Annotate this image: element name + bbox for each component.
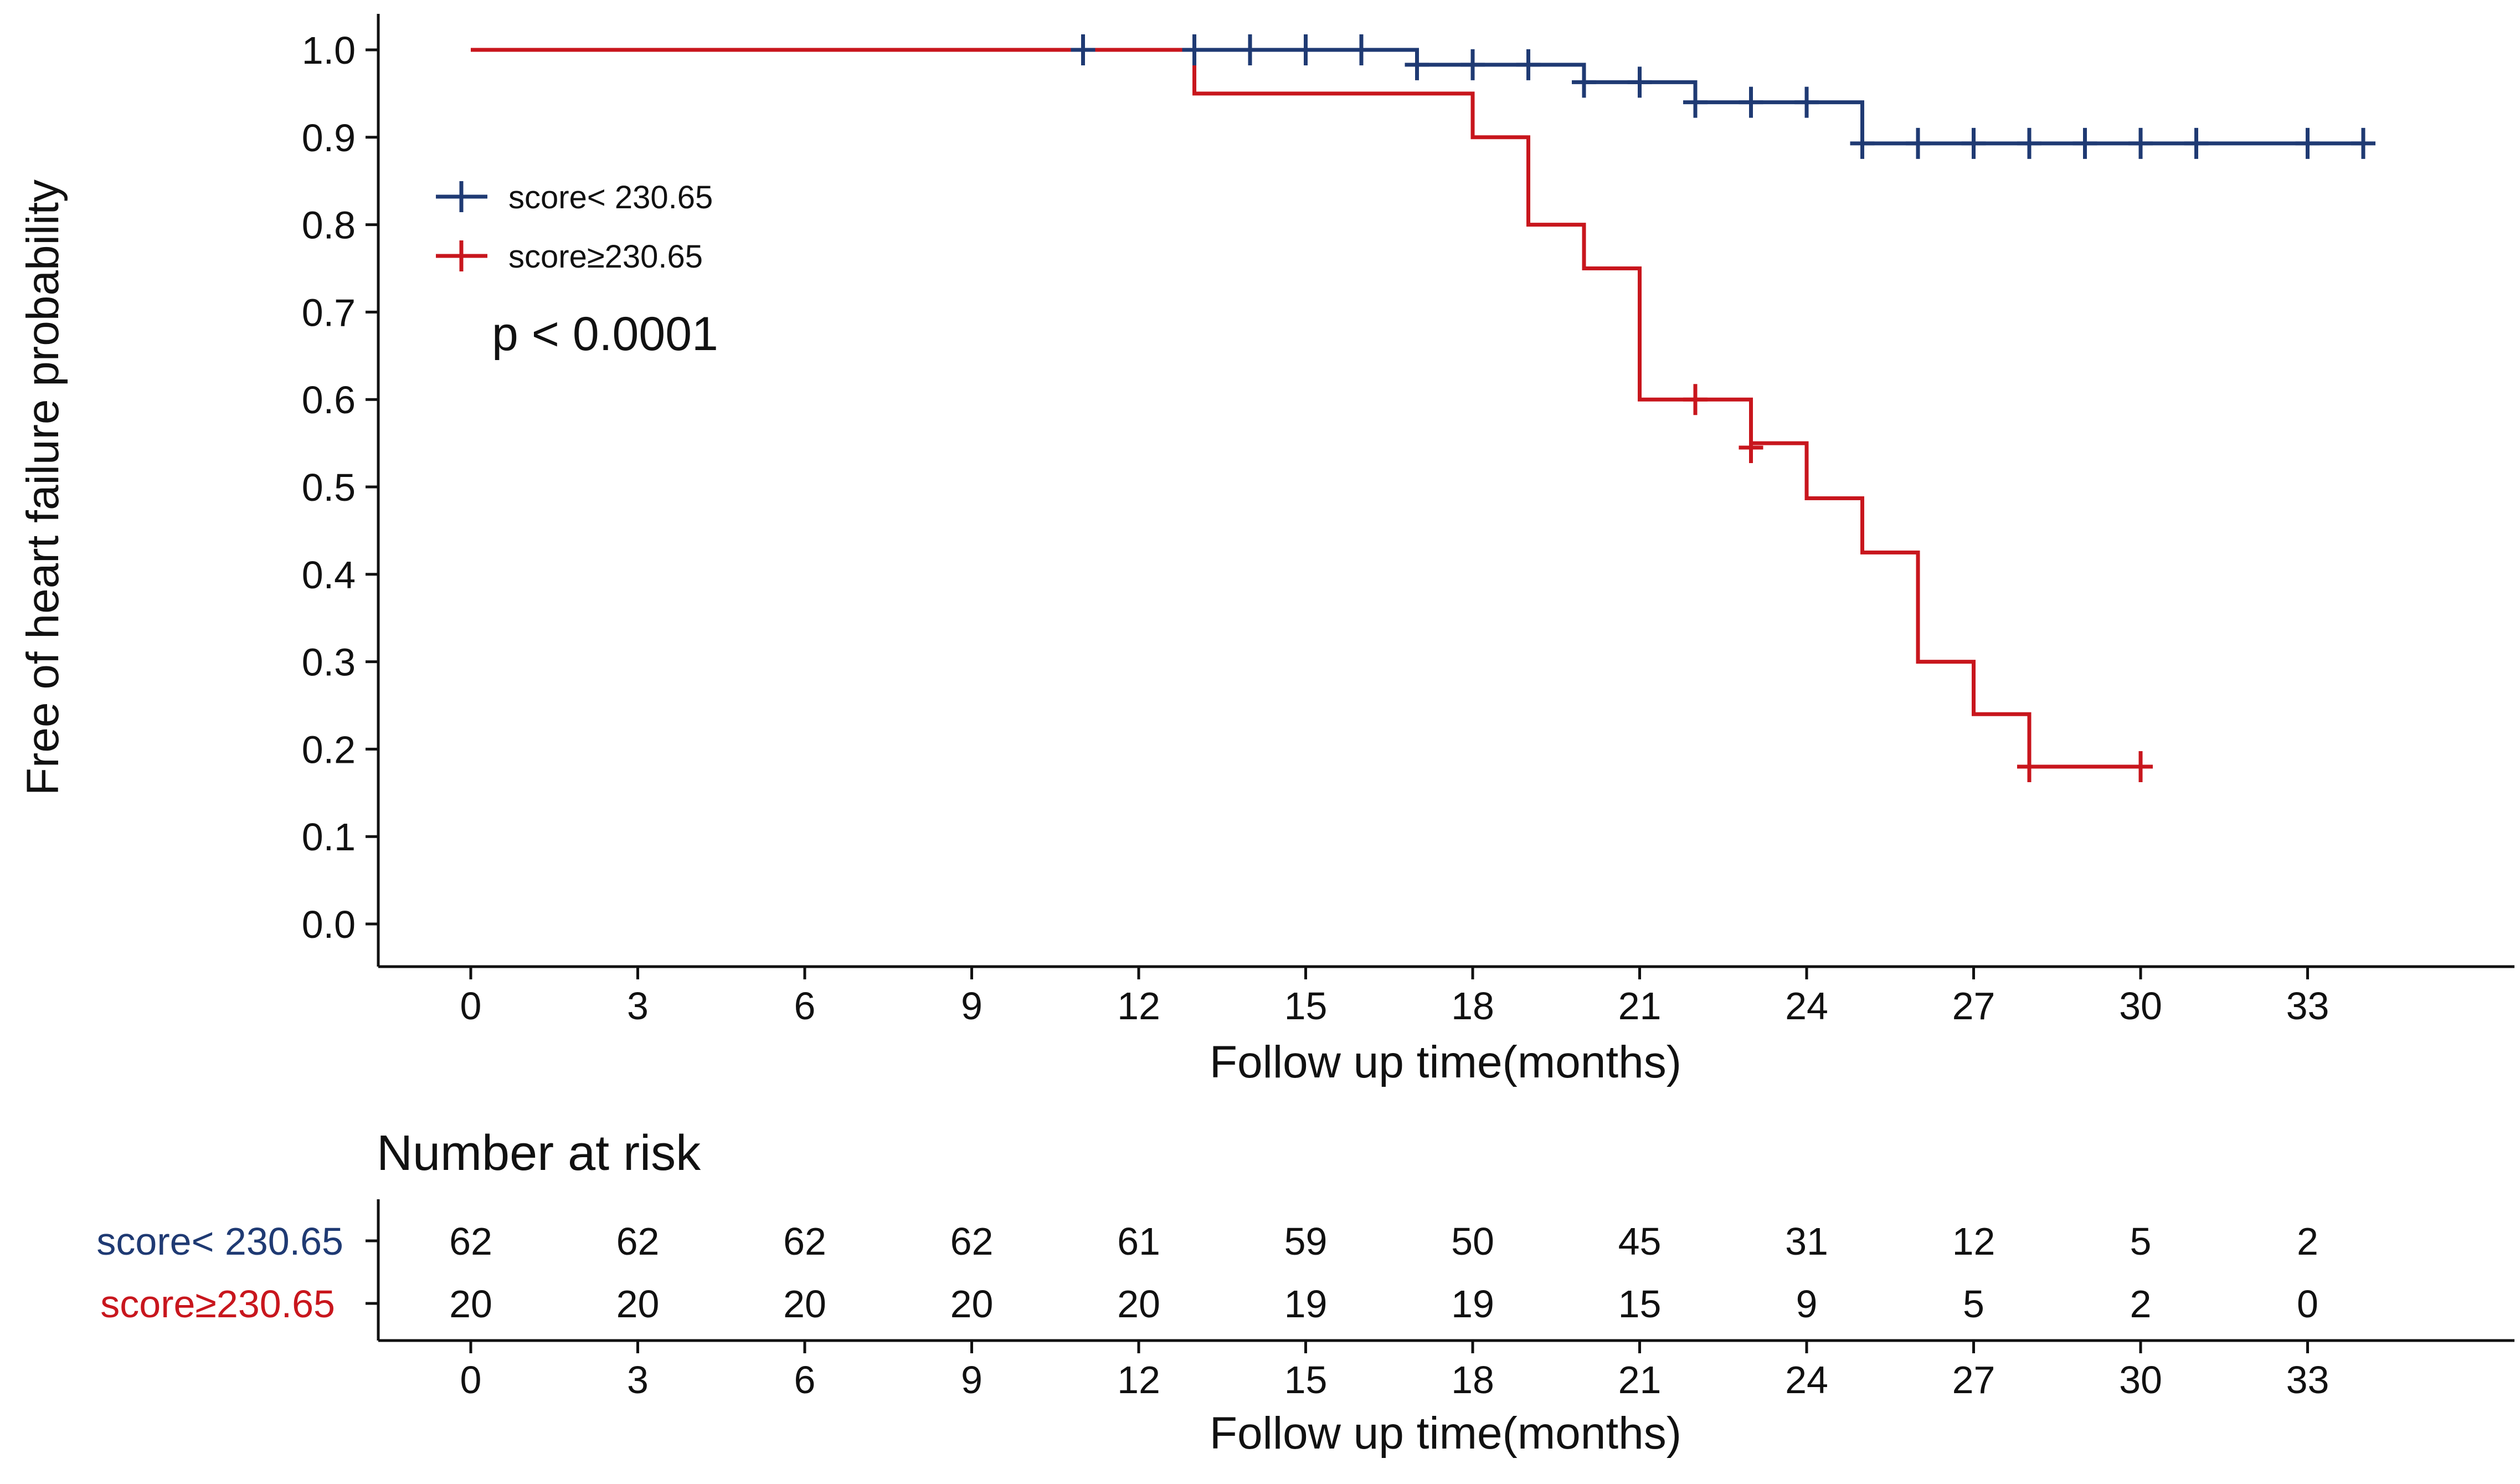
- x-tick-label: 6: [794, 984, 816, 1028]
- y-tick-label: 0.5: [302, 466, 356, 509]
- x-tick-label: 0: [460, 984, 482, 1028]
- legend: score< 230.65 score≥230.65: [436, 179, 713, 275]
- risk-value: 20: [616, 1282, 660, 1326]
- curve-high: [471, 48, 2141, 769]
- risk-values: 62 62 62 62 61 59 50 45 31 12 5 220 20 20 20 20 19 19 15 9 5…: [449, 1220, 2318, 1326]
- x-tick-label: 18: [1451, 984, 1494, 1028]
- censor-marks: [1071, 34, 2375, 782]
- risk-x-ticks: 0 3 6 9 12 15 18 21 24 27 30 33: [460, 1341, 2329, 1401]
- risk-value: 12: [1952, 1220, 1996, 1263]
- risk-value: 20: [449, 1282, 492, 1326]
- y-tick-label: 0.9: [302, 116, 356, 160]
- risk-value: 45: [1618, 1220, 1662, 1263]
- y-tick-label: 0.0: [302, 903, 356, 946]
- y-axis-title: Free of heart failure probability: [18, 179, 68, 795]
- risk-x-tick-label: 27: [1952, 1358, 1996, 1401]
- x-tick-label: 30: [2119, 984, 2162, 1028]
- x-axis-title: Follow up time(months): [1210, 1037, 1681, 1087]
- survival-curves: [471, 48, 2363, 769]
- risk-value: 62: [616, 1220, 660, 1263]
- risk-value: 62: [950, 1220, 994, 1263]
- risk-x-tick-label: 33: [2286, 1358, 2329, 1401]
- risk-x-tick-label: 0: [460, 1358, 482, 1401]
- risk-value: 2: [2130, 1282, 2152, 1326]
- risk-x-tick-label: 15: [1284, 1358, 1328, 1401]
- x-tick-label: 3: [627, 984, 649, 1028]
- risk-x-axis-title: Follow up time(months): [1210, 1408, 1681, 1459]
- risk-x-tick-label: 9: [961, 1358, 983, 1401]
- x-tick-label: 27: [1952, 984, 1996, 1028]
- risk-x-tick-label: 6: [794, 1358, 816, 1401]
- risk-value: 5: [1963, 1282, 1984, 1326]
- risk-value: 20: [950, 1282, 994, 1326]
- risk-value: 62: [783, 1220, 826, 1263]
- y-tick-label: 0.2: [302, 728, 356, 771]
- risk-value: 19: [1284, 1282, 1328, 1326]
- risk-x-tick-label: 21: [1618, 1358, 1662, 1401]
- y-tick-label: 0.6: [302, 378, 356, 422]
- legend-item-low: score< 230.65: [436, 179, 713, 215]
- risk-row-label-low: score< 230.65: [96, 1220, 343, 1263]
- risk-value: 2: [2297, 1220, 2318, 1263]
- legend-label-low: score< 230.65: [508, 179, 713, 215]
- risk-value: 0: [2297, 1282, 2318, 1326]
- y-tick-label: 0.4: [302, 553, 356, 597]
- x-tick-label: 9: [961, 984, 983, 1028]
- risk-value: 19: [1451, 1282, 1494, 1326]
- risk-value: 31: [1785, 1220, 1828, 1263]
- x-ticks: 0 3 6 9 12 15 18 21 24 27 30 33: [460, 967, 2329, 1028]
- risk-x-tick-label: 24: [1785, 1358, 1828, 1401]
- y-tick-label: 0.1: [302, 815, 356, 859]
- x-tick-label: 12: [1117, 984, 1160, 1028]
- risk-value: 5: [2130, 1220, 2152, 1263]
- risk-table-title: Number at risk: [377, 1126, 701, 1181]
- legend-item-high: score≥230.65: [436, 239, 703, 275]
- y-tick-label: 1.0: [302, 29, 356, 72]
- risk-value: 20: [1117, 1282, 1160, 1326]
- risk-value: 20: [783, 1282, 826, 1326]
- risk-x-tick-label: 18: [1451, 1358, 1494, 1401]
- y-tick-label: 0.8: [302, 204, 356, 247]
- risk-value: 62: [449, 1220, 492, 1263]
- risk-value: 50: [1451, 1220, 1494, 1263]
- risk-x-tick-label: 12: [1117, 1358, 1160, 1401]
- risk-x-tick-label: 3: [627, 1358, 649, 1401]
- risk-value: 15: [1618, 1282, 1662, 1326]
- x-tick-label: 21: [1618, 984, 1662, 1028]
- y-tick-label: 0.3: [302, 641, 356, 684]
- legend-label-high: score≥230.65: [508, 239, 703, 275]
- y-ticks: 0.0 0.1 0.2 0.3 0.4 0.5 0.6 0.7 0.8 0.9 1.0: [302, 29, 378, 946]
- risk-value: 59: [1284, 1220, 1328, 1263]
- risk-row-label-high: score≥230.65: [100, 1282, 335, 1326]
- p-value-annotation: p < 0.0001: [492, 307, 718, 361]
- x-tick-label: 33: [2286, 984, 2329, 1028]
- risk-value: 9: [1796, 1282, 1818, 1326]
- x-tick-label: 15: [1284, 984, 1328, 1028]
- y-tick-label: 0.7: [302, 291, 356, 334]
- x-tick-label: 24: [1785, 984, 1828, 1028]
- risk-value: 61: [1117, 1220, 1160, 1263]
- risk-x-tick-label: 30: [2119, 1358, 2162, 1401]
